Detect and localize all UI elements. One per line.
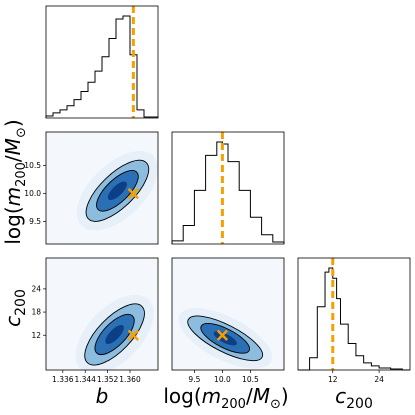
x-tick-label-b: 1.352 [97,375,119,384]
hist-frame-log_m200 [171,131,285,245]
x-tick-label-b: 1.360 [119,375,141,384]
joint-panel-b-log_m200 [45,131,159,245]
contour-group [75,294,154,370]
truth-marker-stroke [128,329,139,341]
hist-panel-log_m200 [171,131,285,245]
truth-marker-stroke [128,188,139,199]
x-tick-label-b: 1.336 [52,375,74,384]
x-tick-label-log_m200: 9.5 [188,375,200,384]
histogram-c200 [298,267,410,371]
x-axis-label-log-m200: log(m200/M⊙) [163,384,288,412]
joint-frame [171,257,285,371]
joint-panel-log_m200-c200 [171,257,285,371]
joint-panel-b-c200 [45,257,159,371]
x-tick-label-b: 1.344 [74,375,96,384]
histogram-log_m200 [171,141,285,244]
x-axis-label-c200: c200 [335,384,373,412]
x-tick-label-c200: 24 [374,375,384,384]
joint-frame [45,257,159,371]
y-tick-label-c200: 24 [31,284,41,293]
histogram-b [45,15,159,118]
contour-level-3 [107,181,127,201]
hist-frame-c200 [297,257,411,371]
y-axis-label-c200: c200 [1,289,29,327]
hist-panel-c200 [297,257,411,371]
y-axis-label-log-m200: log(m200/M⊙) [1,119,29,244]
contour-level-3 [105,324,124,344]
x-tick-label-c200: 12 [328,375,338,384]
x-axis-label-b: b [96,384,109,408]
y-tick-label-log_m200: 9.5 [29,217,41,226]
truth-marker-stroke [217,329,228,341]
hist-panel-b [45,5,159,119]
y-tick-label-c200: 18 [31,308,41,317]
hist-frame-b [45,5,159,119]
y-tick-label-c200: 12 [31,331,41,340]
x-tick-label-log_m200: 10.5 [242,375,259,384]
contour-group [76,151,158,231]
joint-frame [45,131,159,245]
y-tick-label-log_m200: 10.0 [24,189,41,198]
y-tick-label-log_m200: 10.5 [24,161,41,170]
x-tick-label-log_m200: 10.0 [214,375,231,384]
